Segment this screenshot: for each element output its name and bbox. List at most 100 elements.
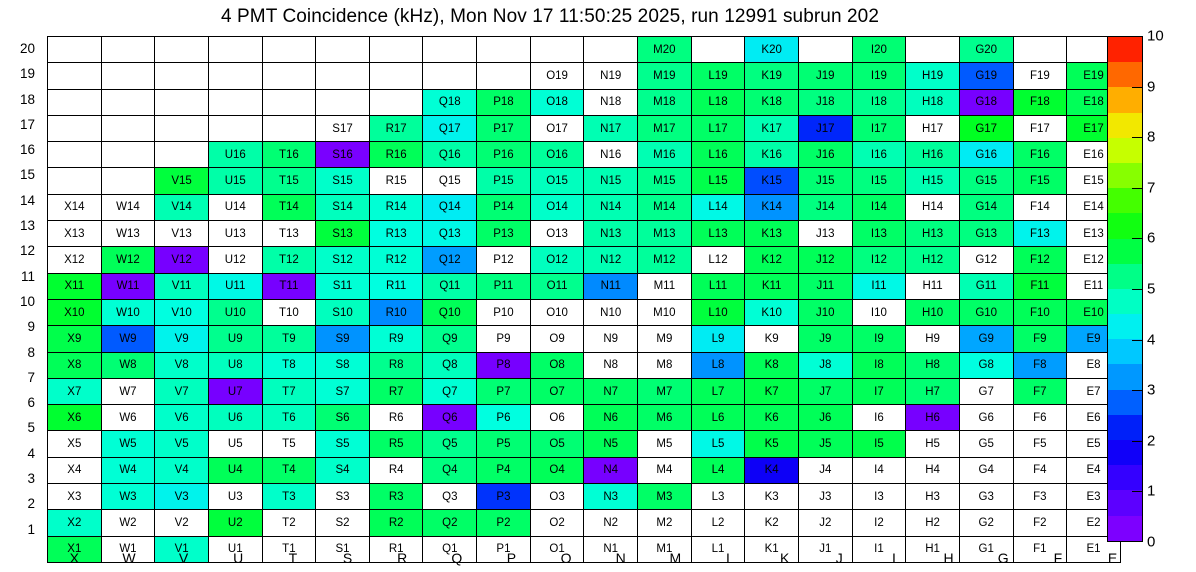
heatmap-cell[interactable]: L10 bbox=[690, 298, 746, 327]
heatmap-cell[interactable]: L6 bbox=[690, 404, 746, 432]
heatmap-cell[interactable]: M16 bbox=[637, 141, 692, 169]
heatmap-cell[interactable]: S4 bbox=[315, 456, 370, 485]
heatmap-cell[interactable]: I2 bbox=[851, 509, 907, 537]
heatmap-cell[interactable]: J3 bbox=[797, 483, 853, 511]
heatmap-cell[interactable]: K13 bbox=[744, 220, 799, 248]
heatmap-cell[interactable]: I7 bbox=[851, 377, 907, 406]
heatmap-cell[interactable]: M3 bbox=[637, 483, 692, 511]
heatmap-cell[interactable]: U5 bbox=[207, 430, 263, 458]
heatmap-cell[interactable]: M11 bbox=[637, 272, 692, 300]
heatmap-cell[interactable] bbox=[476, 35, 531, 64]
heatmap-cell[interactable] bbox=[47, 62, 102, 90]
heatmap-cell[interactable]: R1 bbox=[368, 535, 424, 563]
heatmap-cell[interactable]: S17 bbox=[315, 114, 370, 143]
heatmap-cell[interactable]: L7 bbox=[690, 377, 746, 406]
heatmap-cell[interactable]: W1 bbox=[100, 535, 156, 563]
heatmap-cell[interactable]: O6 bbox=[529, 404, 585, 432]
heatmap-cell[interactable]: F14 bbox=[1012, 193, 1068, 222]
heatmap-cell[interactable]: I8 bbox=[851, 351, 907, 379]
heatmap-cell[interactable]: T1 bbox=[261, 535, 317, 563]
heatmap-cell[interactable]: P11 bbox=[476, 272, 531, 300]
heatmap-cell[interactable]: K18 bbox=[744, 88, 799, 116]
heatmap-cell[interactable]: G17 bbox=[958, 114, 1014, 143]
heatmap-cell[interactable]: J6 bbox=[797, 404, 853, 432]
heatmap-cell[interactable]: R9 bbox=[368, 325, 424, 353]
heatmap-cell[interactable]: H2 bbox=[905, 509, 960, 537]
heatmap-cell[interactable]: U3 bbox=[207, 483, 263, 511]
heatmap-cell[interactable]: M13 bbox=[637, 220, 692, 248]
heatmap-cell[interactable]: J19 bbox=[797, 62, 853, 90]
heatmap-cell[interactable]: S11 bbox=[315, 272, 370, 300]
heatmap-cell[interactable]: S16 bbox=[315, 141, 370, 169]
heatmap-cell[interactable]: W4 bbox=[100, 456, 156, 485]
heatmap-cell[interactable]: U10 bbox=[207, 298, 263, 327]
heatmap-cell[interactable]: Q1 bbox=[422, 535, 478, 563]
heatmap-cell[interactable]: T3 bbox=[261, 483, 317, 511]
heatmap-cell[interactable] bbox=[47, 167, 102, 195]
heatmap-cell[interactable] bbox=[422, 62, 478, 90]
heatmap-cell[interactable]: R14 bbox=[368, 193, 424, 222]
heatmap-cell[interactable]: S6 bbox=[315, 404, 370, 432]
heatmap-cell[interactable]: G8 bbox=[958, 351, 1014, 379]
heatmap-cell[interactable]: J2 bbox=[797, 509, 853, 537]
heatmap-cell[interactable] bbox=[315, 35, 370, 64]
heatmap-cell[interactable]: E1 bbox=[1066, 535, 1121, 563]
heatmap-cell[interactable] bbox=[207, 62, 263, 90]
heatmap-cell[interactable]: M7 bbox=[637, 377, 692, 406]
heatmap-cell[interactable]: S5 bbox=[315, 430, 370, 458]
heatmap-cell[interactable]: G10 bbox=[958, 298, 1014, 327]
heatmap-cell[interactable] bbox=[315, 88, 370, 116]
heatmap-cell[interactable] bbox=[207, 114, 263, 143]
heatmap-cell[interactable]: W6 bbox=[100, 404, 156, 432]
heatmap-cell[interactable]: Q8 bbox=[422, 351, 478, 379]
heatmap-cell[interactable]: V1 bbox=[154, 535, 209, 563]
heatmap-cell[interactable]: M15 bbox=[637, 167, 692, 195]
heatmap-cell[interactable]: L14 bbox=[690, 193, 746, 222]
heatmap-cell[interactable] bbox=[690, 35, 746, 64]
heatmap-cell[interactable]: U8 bbox=[207, 351, 263, 379]
heatmap-cell[interactable]: I4 bbox=[851, 456, 907, 485]
heatmap-cell[interactable]: Q3 bbox=[422, 483, 478, 511]
heatmap-cell[interactable]: J17 bbox=[797, 114, 853, 143]
heatmap-cell[interactable]: P4 bbox=[476, 456, 531, 485]
heatmap-cell[interactable]: O14 bbox=[529, 193, 585, 222]
heatmap-cell[interactable]: M2 bbox=[637, 509, 692, 537]
heatmap-cell[interactable] bbox=[207, 88, 263, 116]
heatmap-cell[interactable]: W5 bbox=[100, 430, 156, 458]
heatmap-cell[interactable]: P12 bbox=[476, 246, 531, 274]
heatmap-cell[interactable]: K17 bbox=[744, 114, 799, 143]
heatmap-cell[interactable]: I6 bbox=[851, 404, 907, 432]
heatmap-cell[interactable]: G11 bbox=[958, 272, 1014, 300]
heatmap-cell[interactable]: W3 bbox=[100, 483, 156, 511]
heatmap-cell[interactable]: I16 bbox=[851, 141, 907, 169]
heatmap-cell[interactable]: O10 bbox=[529, 298, 585, 327]
heatmap-cell[interactable]: L2 bbox=[690, 509, 746, 537]
heatmap-cell[interactable]: O8 bbox=[529, 351, 585, 379]
heatmap-cell[interactable]: V4 bbox=[154, 456, 209, 485]
heatmap-cell[interactable]: N9 bbox=[583, 325, 639, 353]
heatmap-cell[interactable] bbox=[476, 62, 531, 90]
heatmap-cell[interactable]: H6 bbox=[905, 404, 960, 432]
heatmap-cell[interactable]: Q18 bbox=[422, 88, 478, 116]
heatmap-cell[interactable]: F6 bbox=[1012, 404, 1068, 432]
heatmap-cell[interactable]: I19 bbox=[851, 62, 907, 90]
heatmap-cell[interactable]: K5 bbox=[744, 430, 799, 458]
heatmap-cell[interactable]: W10 bbox=[100, 298, 156, 327]
heatmap-cell[interactable]: R4 bbox=[368, 456, 424, 485]
heatmap-cell[interactable]: N7 bbox=[583, 377, 639, 406]
heatmap-cell[interactable]: X4 bbox=[47, 456, 102, 485]
heatmap-cell[interactable]: M20 bbox=[637, 35, 692, 64]
heatmap-cell[interactable]: R2 bbox=[368, 509, 424, 537]
heatmap-cell[interactable] bbox=[47, 114, 102, 143]
heatmap-cell[interactable]: S1 bbox=[315, 535, 370, 563]
heatmap-cell[interactable]: P14 bbox=[476, 193, 531, 222]
heatmap-cell[interactable]: G5 bbox=[958, 430, 1014, 458]
heatmap-cell[interactable]: I9 bbox=[851, 325, 907, 353]
heatmap-cell[interactable]: O9 bbox=[529, 325, 585, 353]
heatmap-cell[interactable]: U7 bbox=[207, 377, 263, 406]
heatmap-cell[interactable]: F2 bbox=[1012, 509, 1068, 537]
heatmap-cell[interactable] bbox=[207, 35, 263, 64]
heatmap-cell[interactable]: I12 bbox=[851, 246, 907, 274]
heatmap-cell[interactable]: X12 bbox=[47, 246, 102, 274]
heatmap-cell[interactable]: X2 bbox=[47, 509, 102, 537]
